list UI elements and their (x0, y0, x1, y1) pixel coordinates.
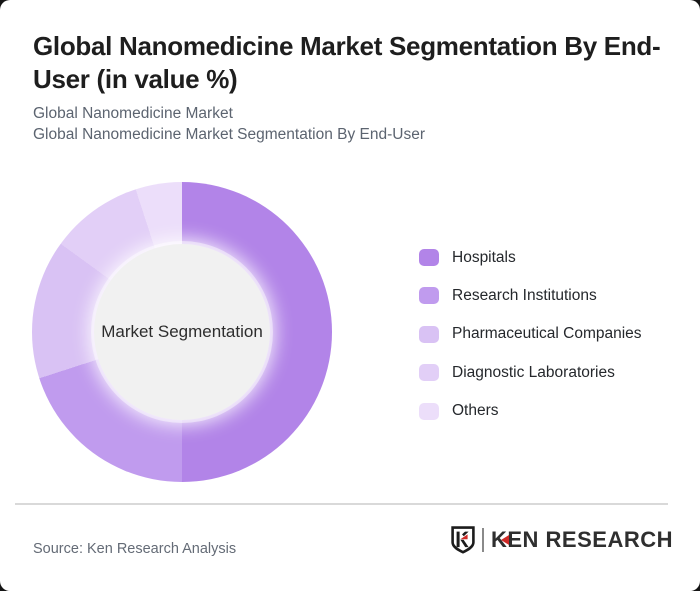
legend-label: Diagnostic Laboratories (452, 363, 615, 381)
legend-label: Research Institutions (452, 286, 597, 304)
legend-item: Diagnostic Laboratories (419, 363, 642, 382)
legend-swatch (419, 402, 439, 420)
subtitle-line-1: Global Nanomedicine Market (33, 105, 233, 122)
footer-divider (15, 503, 668, 505)
legend-swatch (419, 325, 439, 343)
legend-item: Research Institutions (419, 286, 642, 305)
donut-chart: Market Segmentation (32, 182, 332, 482)
logo-red-triangle-icon (500, 535, 509, 545)
donut-center-label: Market Segmentation (101, 322, 263, 341)
legend-item: Pharmaceutical Companies (419, 325, 642, 343)
legend-label: Others (452, 402, 499, 420)
legend-label: Pharmaceutical Companies (452, 325, 642, 343)
legend-item: Others (419, 402, 642, 420)
chart-title: Global Nanomedicine Market Segmentation … (33, 31, 661, 94)
ken-research-emblem-icon (451, 526, 475, 554)
subtitle-line-2: Global Nanomedicine Market Segmentation … (33, 125, 425, 143)
chart-subtitles: Global Nanomedicine Market Global Nanome… (33, 104, 425, 145)
logo-divider-bar (481, 528, 484, 552)
logo-wordmark: KEN RESEARCH (490, 527, 673, 552)
ken-research-logo: KEN RESEARCH (450, 526, 673, 554)
legend-swatch (419, 287, 439, 305)
source-text: Source: Ken Research Analysis (33, 541, 237, 557)
legend-swatch (419, 364, 439, 382)
legend-label: Hospitals (452, 248, 516, 266)
legend: Hospitals Research Institutions Pharmaceut… (419, 249, 642, 441)
donut-center: Market Segmentation (94, 244, 270, 420)
legend-item: Hospitals (419, 249, 642, 266)
legend-swatch (419, 249, 439, 266)
